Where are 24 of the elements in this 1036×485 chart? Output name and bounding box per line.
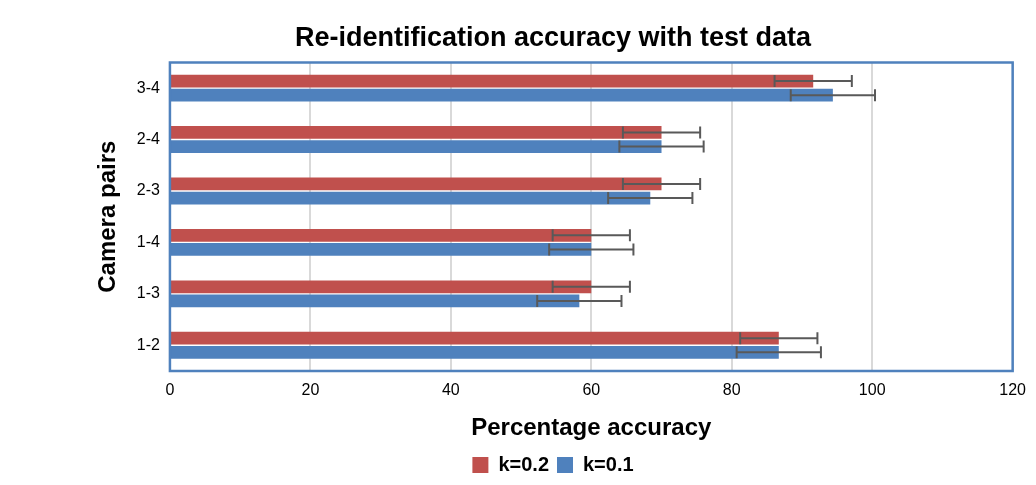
x-tick-label: 120 xyxy=(999,381,1027,399)
x-tick-label: 100 xyxy=(858,381,886,399)
x-tick-label: 0 xyxy=(165,381,175,399)
x-tick-label: 40 xyxy=(441,381,460,399)
x-axis-title: Percentage accuracy xyxy=(471,413,713,441)
y-axis-title: Camera pairs xyxy=(93,140,121,293)
bar xyxy=(170,126,662,139)
x-tick-label: 80 xyxy=(722,381,741,399)
bar xyxy=(170,280,592,294)
y-tick-label: 2-4 xyxy=(136,129,161,147)
y-tick-label: 2-3 xyxy=(136,181,161,199)
y-tick-label: 3-4 xyxy=(136,78,161,96)
y-tick-label: 1-2 xyxy=(136,335,161,353)
chart-title: Re-identification accuracy with test data xyxy=(294,21,813,52)
bar xyxy=(170,74,814,88)
x-tick-label: 60 xyxy=(582,381,601,399)
bar xyxy=(170,331,779,345)
bar xyxy=(170,177,662,191)
legend-label: k=0.2 xyxy=(498,452,549,475)
x-tick-label: 20 xyxy=(301,381,320,399)
y-tick-label: 1-4 xyxy=(136,232,161,250)
bar xyxy=(170,228,592,242)
legend-label: k=0.1 xyxy=(583,452,634,475)
y-tick-label: 1-3 xyxy=(136,284,161,302)
